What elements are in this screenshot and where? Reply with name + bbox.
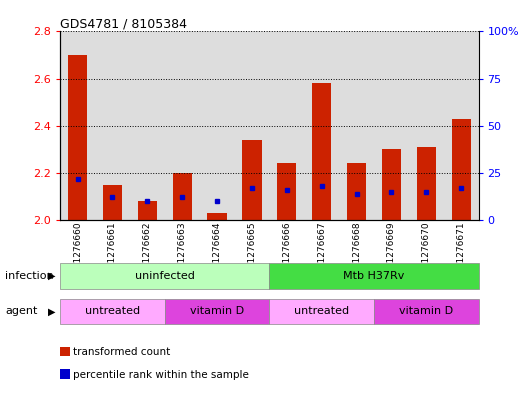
Bar [138, 201, 157, 220]
Bar [208, 213, 226, 220]
Bar [68, 55, 87, 220]
Bar [444, 31, 479, 220]
Bar [60, 299, 165, 324]
Bar [269, 263, 479, 289]
Text: vitamin D: vitamin D [190, 307, 244, 316]
Bar [374, 299, 479, 324]
Text: infection: infection [5, 271, 54, 281]
Bar [347, 163, 366, 220]
Bar [165, 299, 269, 324]
Text: GDS4781 / 8105384: GDS4781 / 8105384 [60, 17, 187, 30]
Text: untreated: untreated [85, 307, 140, 316]
Bar [234, 31, 269, 220]
Bar [165, 31, 200, 220]
Bar [451, 119, 471, 220]
Text: vitamin D: vitamin D [399, 307, 453, 316]
Bar [200, 31, 234, 220]
Bar [95, 31, 130, 220]
Bar [304, 31, 339, 220]
Bar [242, 140, 262, 220]
Bar [382, 149, 401, 220]
Bar [312, 83, 331, 220]
Text: untreated: untreated [294, 307, 349, 316]
Bar [103, 185, 122, 220]
Bar [417, 147, 436, 220]
Bar [374, 31, 409, 220]
Bar [339, 31, 374, 220]
Text: ▶: ▶ [48, 307, 55, 316]
Text: Mtb H37Rv: Mtb H37Rv [343, 271, 405, 281]
Text: uninfected: uninfected [135, 271, 195, 281]
Bar [60, 31, 95, 220]
Text: percentile rank within the sample: percentile rank within the sample [73, 369, 249, 380]
Text: ▶: ▶ [48, 271, 55, 281]
Bar [60, 263, 269, 289]
Text: agent: agent [5, 307, 38, 316]
Bar [173, 173, 192, 220]
Bar [130, 31, 165, 220]
Bar [269, 31, 304, 220]
Bar [277, 163, 297, 220]
Bar [269, 299, 374, 324]
Text: transformed count: transformed count [73, 347, 170, 357]
Bar [409, 31, 444, 220]
